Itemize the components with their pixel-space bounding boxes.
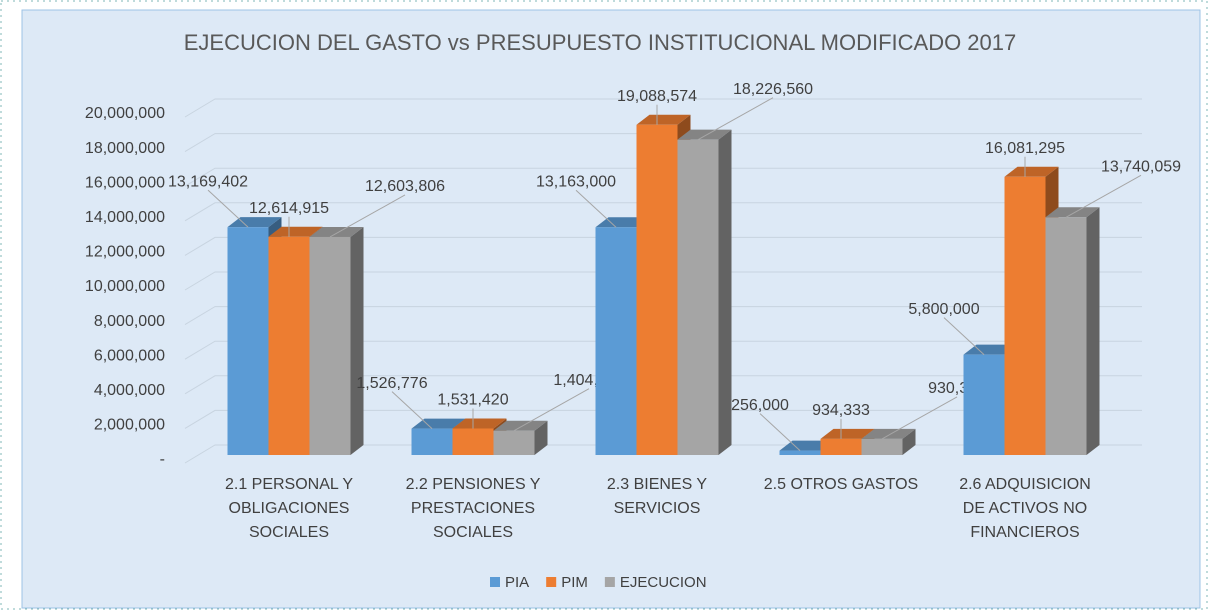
bar-side [902, 428, 916, 455]
grid-line [184, 375, 1142, 395]
leader-line [881, 396, 958, 440]
bar-top [309, 226, 364, 237]
grid-line [184, 271, 1142, 291]
legend-swatch [490, 577, 500, 587]
bar-top [1045, 207, 1100, 218]
data-label: 16,081,295 [985, 140, 1065, 157]
bar-top [268, 226, 323, 237]
bar [268, 236, 310, 455]
grid-line [184, 306, 1142, 326]
y-tick-label: 20,000,000 [85, 105, 165, 122]
bar-top [452, 418, 507, 429]
y-tick-label: 6,000,000 [94, 347, 165, 364]
bar-side [1086, 207, 1100, 455]
bar [1045, 217, 1087, 455]
leader-line [207, 189, 249, 228]
x-tick-label: 2.2 PENSIONES Y PRESTACIONES SOCIALES [406, 476, 541, 541]
bar [411, 428, 453, 455]
bar-top [779, 440, 834, 451]
leader-line [329, 194, 406, 238]
x-tick-label: 2.3 BIENES Y SERVICIOS [607, 476, 708, 517]
bar-side [350, 226, 364, 455]
data-label: 13,740,059 [1101, 159, 1181, 176]
y-tick-label: 10,000,000 [85, 278, 165, 295]
grid-line [184, 202, 1142, 222]
bar [493, 430, 535, 455]
bar [452, 428, 494, 455]
bar [820, 438, 862, 455]
leader-line [575, 189, 617, 228]
y-tick-label: 18,000,000 [85, 140, 165, 157]
y-tick-label: 12,000,000 [85, 244, 165, 261]
bar-side [534, 420, 548, 455]
bar [309, 236, 351, 455]
data-label: 13,169,402 [168, 173, 248, 190]
leader-line [697, 97, 774, 141]
data-label: 13,163,000 [536, 173, 616, 190]
grid-line [184, 98, 1142, 118]
y-tick-label: 4,000,000 [94, 382, 165, 399]
bar [861, 438, 903, 455]
bar [595, 227, 637, 455]
x-tick-label: 2.5 OTROS GASTOS [764, 476, 918, 493]
data-label: 12,603,806 [365, 178, 445, 195]
data-label: 256,000 [731, 397, 789, 414]
data-label: 5,800,000 [908, 301, 979, 318]
legend-label: PIM [561, 574, 588, 591]
grid-line [184, 340, 1142, 360]
bar [963, 354, 1005, 455]
y-tick-label: 8,000,000 [94, 313, 165, 330]
leader-line [943, 317, 985, 356]
bar-top [820, 428, 875, 439]
bar [1004, 176, 1046, 456]
data-label: 12,614,915 [249, 200, 329, 217]
bar-top [1004, 166, 1059, 177]
data-label: 18,226,560 [733, 81, 813, 98]
x-tick-label: 2.6 ADQUISICION DE ACTIVOS NO FINANCIEROS [959, 476, 1091, 541]
grid-line [184, 236, 1142, 256]
bar [636, 124, 678, 455]
grid-line [184, 409, 1142, 429]
bar [227, 227, 269, 455]
bar-top [963, 344, 1018, 355]
leader-line [513, 388, 590, 432]
y-tick-label: 16,000,000 [85, 174, 165, 191]
bar-top [677, 129, 732, 140]
grid-line [184, 167, 1142, 187]
legend-swatch [604, 577, 615, 587]
data-label: 934,333 [812, 402, 870, 419]
data-label: 1,526,776 [356, 375, 427, 392]
leader-line [391, 391, 433, 429]
bar-top [861, 428, 916, 439]
legend-label: EJECUCION [620, 574, 707, 591]
leader-line [1065, 174, 1142, 218]
y-tick-label: 2,000,000 [94, 417, 165, 434]
leader-line [759, 413, 801, 451]
grid-line [184, 133, 1142, 153]
bar-top [595, 217, 650, 228]
legend-label: PIA [505, 574, 529, 591]
y-tick-label: - [160, 451, 165, 468]
bar-top [636, 114, 691, 125]
bar [779, 450, 821, 455]
bar-top [493, 420, 548, 431]
data-label: 1,531,420 [437, 392, 508, 409]
bar-top [411, 418, 466, 429]
x-tick-label: 2.1 PERSONAL Y OBLIGACIONES SOCIALES [225, 476, 353, 541]
bar-top [227, 217, 282, 228]
data-label: 19,088,574 [617, 88, 697, 105]
legend-swatch [546, 577, 557, 587]
bar-side [718, 129, 732, 455]
bar [677, 139, 719, 455]
chart-title: EJECUCION DEL GASTO vs PRESUPUESTO INSTI… [184, 30, 1017, 55]
y-tick-label: 14,000,000 [85, 209, 165, 226]
